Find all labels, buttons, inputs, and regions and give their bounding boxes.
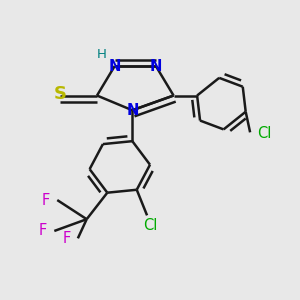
Text: F: F [42,193,50,208]
Text: H: H [97,48,106,62]
Text: F: F [39,224,47,238]
Text: N: N [109,58,121,74]
Text: N: N [126,103,139,118]
Text: F: F [62,231,70,246]
Text: S: S [54,85,67,103]
Text: N: N [150,58,162,74]
Text: Cl: Cl [143,218,157,233]
Text: Cl: Cl [257,126,272,141]
